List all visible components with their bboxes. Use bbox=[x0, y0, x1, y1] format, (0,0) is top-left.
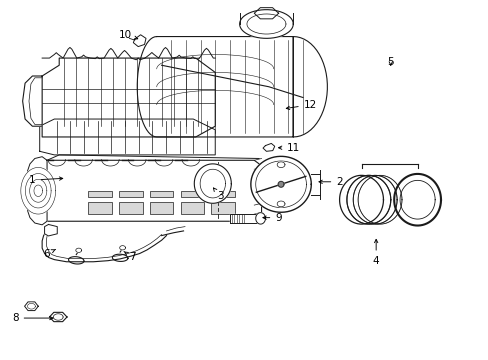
Polygon shape bbox=[25, 174, 51, 208]
Polygon shape bbox=[339, 175, 383, 224]
Text: 10: 10 bbox=[118, 30, 138, 40]
Polygon shape bbox=[211, 192, 234, 197]
Polygon shape bbox=[119, 202, 142, 214]
Text: 6: 6 bbox=[43, 248, 56, 258]
Polygon shape bbox=[180, 192, 203, 197]
Polygon shape bbox=[250, 156, 311, 212]
Polygon shape bbox=[120, 246, 125, 250]
Polygon shape bbox=[278, 181, 284, 187]
Polygon shape bbox=[137, 37, 326, 137]
Polygon shape bbox=[277, 162, 285, 168]
Polygon shape bbox=[40, 119, 215, 155]
Polygon shape bbox=[263, 143, 274, 151]
Polygon shape bbox=[88, 202, 112, 214]
Polygon shape bbox=[255, 161, 306, 208]
Polygon shape bbox=[277, 201, 285, 207]
Polygon shape bbox=[47, 160, 261, 221]
Text: 3: 3 bbox=[213, 188, 223, 201]
Polygon shape bbox=[180, 202, 203, 214]
Polygon shape bbox=[34, 185, 42, 197]
Polygon shape bbox=[22, 76, 42, 126]
Polygon shape bbox=[24, 302, 38, 311]
Polygon shape bbox=[76, 248, 81, 252]
Polygon shape bbox=[393, 174, 440, 226]
Polygon shape bbox=[200, 169, 225, 198]
Text: 2: 2 bbox=[318, 177, 342, 187]
Polygon shape bbox=[255, 213, 265, 224]
Polygon shape bbox=[119, 192, 142, 197]
Polygon shape bbox=[399, 180, 434, 219]
Polygon shape bbox=[27, 303, 35, 309]
Polygon shape bbox=[27, 157, 47, 225]
Polygon shape bbox=[21, 167, 56, 214]
Polygon shape bbox=[44, 225, 57, 236]
Text: 11: 11 bbox=[278, 143, 299, 153]
Text: 5: 5 bbox=[386, 57, 393, 67]
Polygon shape bbox=[211, 202, 234, 214]
Polygon shape bbox=[49, 312, 67, 321]
Text: 9: 9 bbox=[263, 213, 282, 222]
Text: 7: 7 bbox=[123, 252, 135, 262]
Polygon shape bbox=[42, 225, 166, 262]
Polygon shape bbox=[53, 314, 63, 320]
Polygon shape bbox=[88, 192, 112, 197]
Text: 4: 4 bbox=[372, 239, 379, 266]
Polygon shape bbox=[42, 58, 215, 137]
Polygon shape bbox=[133, 35, 146, 46]
Polygon shape bbox=[150, 192, 173, 197]
Polygon shape bbox=[30, 179, 47, 202]
Polygon shape bbox=[194, 164, 231, 203]
Polygon shape bbox=[229, 214, 256, 223]
Polygon shape bbox=[246, 14, 285, 34]
Text: 8: 8 bbox=[12, 313, 53, 323]
Text: 1: 1 bbox=[29, 175, 62, 185]
Polygon shape bbox=[239, 10, 293, 39]
Polygon shape bbox=[150, 202, 173, 214]
Text: 12: 12 bbox=[285, 100, 316, 110]
